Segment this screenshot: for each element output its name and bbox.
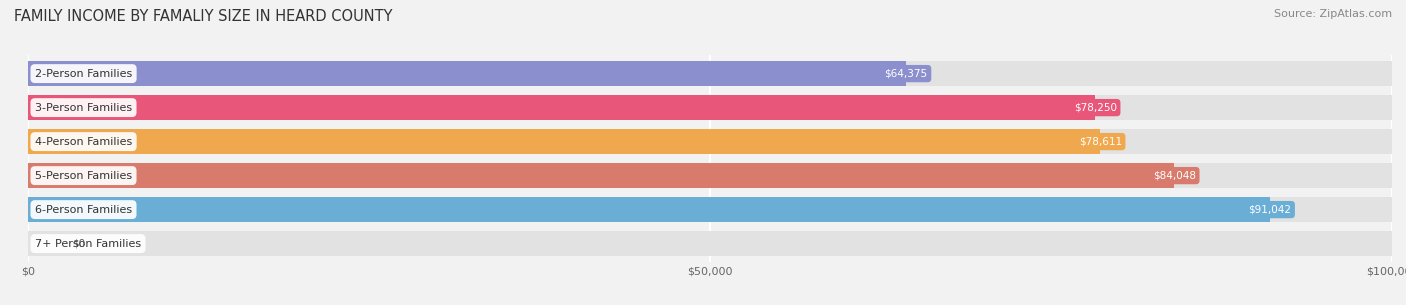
Text: 4-Person Families: 4-Person Families [35,137,132,147]
Text: $78,250: $78,250 [1074,102,1116,113]
Text: 3-Person Families: 3-Person Families [35,102,132,113]
Text: FAMILY INCOME BY FAMALIY SIZE IN HEARD COUNTY: FAMILY INCOME BY FAMALIY SIZE IN HEARD C… [14,9,392,24]
Bar [28,61,1392,86]
Bar [28,95,1392,120]
Text: 6-Person Families: 6-Person Families [35,205,132,215]
Bar [28,61,905,86]
Text: $78,611: $78,611 [1078,137,1122,147]
Text: $64,375: $64,375 [884,69,928,79]
Text: 2-Person Families: 2-Person Families [35,69,132,79]
Bar [28,197,1270,222]
Bar [28,163,1174,188]
Text: 7+ Person Families: 7+ Person Families [35,239,141,249]
Text: 5-Person Families: 5-Person Families [35,170,132,181]
Bar [28,163,1392,188]
Bar [28,95,1095,120]
Text: Source: ZipAtlas.com: Source: ZipAtlas.com [1274,9,1392,19]
Bar [28,231,1392,256]
Bar [28,129,1101,154]
Bar [28,197,1392,222]
Bar [28,129,1392,154]
Text: $91,042: $91,042 [1249,205,1291,215]
Text: $84,048: $84,048 [1153,170,1197,181]
Text: $0: $0 [72,239,84,249]
